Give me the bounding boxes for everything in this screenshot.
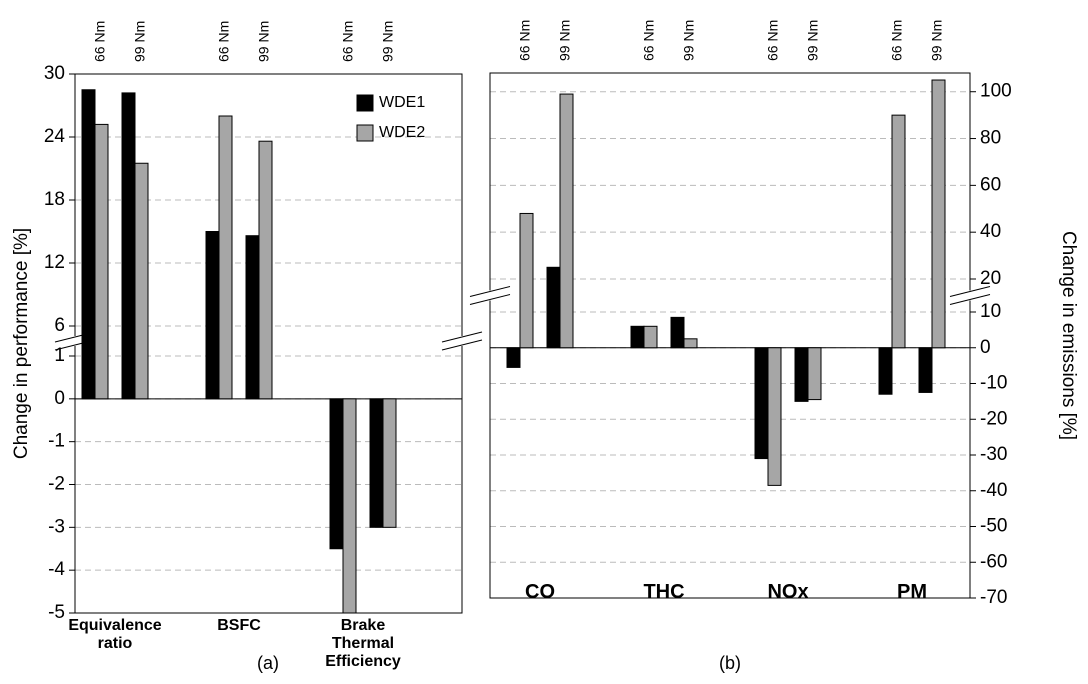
y-tick-label: -4 [48, 559, 65, 580]
axis-break [54, 339, 96, 351]
sub-label: 99 Nm [380, 21, 396, 62]
y-tick-label: 10 [980, 301, 1001, 322]
axis-break [949, 286, 991, 297]
bar [245, 235, 260, 400]
y-tick-label: 24 [44, 126, 66, 147]
legend-label: WDE1 [379, 94, 425, 111]
group-label: THC [643, 581, 685, 603]
axis-break [441, 339, 483, 351]
bar [807, 347, 822, 401]
panel-caption: (b) [719, 653, 741, 673]
group-label: NOx [767, 581, 809, 603]
y-tick-label: -10 [980, 373, 1007, 394]
bar [81, 89, 96, 400]
axis-break-gap [460, 336, 464, 346]
y-tick-label: -50 [980, 516, 1007, 537]
axis-break [469, 286, 511, 297]
bar [643, 325, 658, 349]
bar [258, 140, 273, 400]
bar [506, 347, 521, 368]
bar [931, 79, 946, 349]
y-axis-label: Change in performance [%] [11, 228, 32, 459]
y-axis-label: Change in emissions [%] [1058, 231, 1079, 440]
group-label: BSFC [217, 617, 261, 634]
bar [683, 338, 698, 349]
y-tick-label: -20 [980, 408, 1007, 429]
axis-break-gap [968, 290, 972, 301]
plot-frame [489, 72, 971, 599]
sub-label: 99 Nm [681, 20, 697, 61]
group-label: Equivalence ratio [68, 617, 162, 652]
sub-label: 99 Nm [929, 20, 945, 61]
axis-break [54, 331, 96, 343]
bar [369, 398, 384, 528]
y-tick-label: 60 [980, 174, 1001, 195]
sub-label: 99 Nm [256, 21, 272, 62]
y-tick-label: 40 [980, 221, 1001, 242]
sub-label: 66 Nm [216, 21, 232, 62]
legend-swatch [356, 94, 374, 112]
sub-label: 66 Nm [92, 21, 108, 62]
y-tick-label: -60 [980, 551, 1007, 572]
bar [630, 325, 645, 349]
sub-label: 99 Nm [132, 21, 148, 62]
y-tick-label: -40 [980, 480, 1007, 501]
sub-label: 66 Nm [889, 20, 905, 61]
y-tick-label: 1 [54, 345, 65, 366]
bar [878, 347, 893, 395]
sub-label: 99 Nm [805, 20, 821, 61]
y-tick-label: -5 [48, 602, 65, 623]
bar [121, 92, 136, 400]
y-tick-label: 0 [54, 388, 65, 409]
y-tick-label: 20 [980, 268, 1001, 289]
group-label: CO [525, 581, 555, 603]
group-label: Brake Thermal Efficiency [325, 617, 401, 670]
y-tick-label: 100 [980, 81, 1012, 102]
y-tick-label: 0 [980, 337, 991, 358]
bar [794, 347, 809, 402]
legend-swatch [356, 124, 374, 142]
y-tick-label: 80 [980, 128, 1001, 149]
panel-caption: (a) [257, 653, 279, 673]
bar [559, 93, 574, 349]
bar [767, 347, 782, 486]
legend-label: WDE2 [379, 124, 425, 141]
sub-label: 66 Nm [340, 21, 356, 62]
y-tick-label: -1 [48, 431, 65, 452]
bar [205, 231, 220, 400]
sub-label: 66 Nm [641, 20, 657, 61]
y-tick-label: -2 [48, 474, 65, 495]
y-tick-label: 30 [44, 63, 65, 84]
bar [94, 123, 109, 400]
bar [134, 162, 149, 400]
axis-break [441, 331, 483, 343]
group-label: PM [897, 581, 927, 603]
y-tick-label: -30 [980, 444, 1007, 465]
bar [546, 266, 561, 349]
bar [218, 115, 233, 400]
bar [382, 398, 397, 528]
y-tick-label: -70 [980, 587, 1007, 608]
bar [891, 114, 906, 349]
axis-break [949, 294, 991, 305]
y-tick-label: 6 [54, 315, 65, 336]
bar [342, 398, 357, 614]
bar [519, 212, 534, 349]
axis-break-gap [73, 336, 77, 346]
bar [754, 347, 769, 460]
sub-label: 66 Nm [517, 20, 533, 61]
bar [329, 398, 344, 550]
bar [918, 347, 933, 393]
axis-break-gap [488, 290, 492, 301]
y-tick-label: 12 [44, 252, 65, 273]
y-tick-label: 18 [44, 189, 65, 210]
sub-label: 66 Nm [765, 20, 781, 61]
sub-label: 99 Nm [557, 20, 573, 61]
bar [670, 316, 685, 349]
y-tick-label: -3 [48, 516, 65, 537]
axis-break [469, 294, 511, 305]
